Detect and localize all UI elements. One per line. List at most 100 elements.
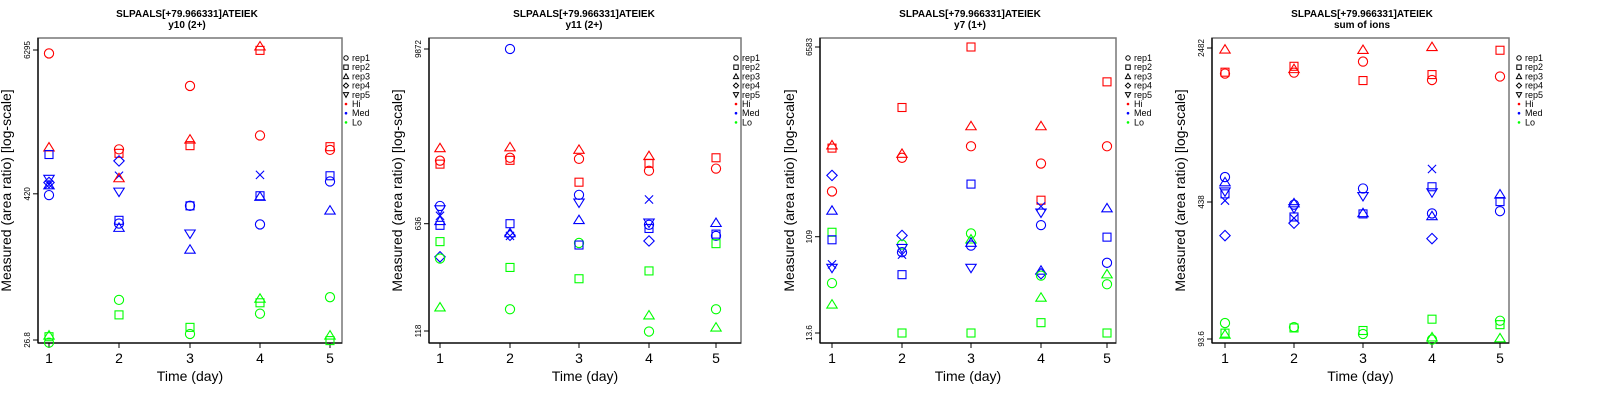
legend-label: Hi <box>1134 99 1143 109</box>
legend-item-lo: Lo <box>734 117 752 127</box>
legend-circle-icon <box>343 55 349 61</box>
data-point-lo-triangle <box>253 292 267 303</box>
data-point-med-triangle-down <box>1425 188 1439 199</box>
data-point-med-triangle-down <box>825 263 839 274</box>
legend-item-hi: Hi <box>1126 99 1143 109</box>
data-point-hi-circle <box>434 155 446 166</box>
data-point-med-diamond <box>113 154 125 167</box>
chart-subtitle: y11 (2+) <box>566 20 603 31</box>
legend-item-rep3: rep3 <box>1515 71 1543 81</box>
legend-triangle-icon <box>732 72 740 80</box>
data-point-lo-circle <box>826 277 838 289</box>
data-point-med-diamond <box>1426 232 1438 245</box>
legend-label: rep3 <box>742 71 760 81</box>
data-point-hi-circle <box>1288 67 1300 78</box>
y-tick-label: 93.6 <box>1197 331 1206 347</box>
legend-label: rep5 <box>1525 90 1543 100</box>
data-point-med-square <box>827 235 837 245</box>
x-tick-label: 2 <box>898 350 906 366</box>
data-point-med-circle <box>43 189 55 201</box>
data-point-med-triangle <box>253 190 267 201</box>
data-point-hi-circle <box>113 144 125 155</box>
legend-item-med: Med <box>344 108 370 118</box>
data-point-hi-triangle <box>253 40 267 51</box>
x-tick-label: 3 <box>967 350 975 366</box>
legend-triangle-icon <box>342 72 350 80</box>
legend-label: Med <box>1525 108 1543 118</box>
data-point-med-x <box>44 180 54 190</box>
data-point-med-circle <box>254 219 266 230</box>
legend-label: rep1 <box>352 53 370 63</box>
legend-item-rep4: rep4 <box>1124 81 1152 91</box>
data-point-med-circle <box>1035 219 1047 231</box>
legend-label: rep3 <box>352 71 370 81</box>
data-point-med-square <box>325 171 335 181</box>
legend-item-hi: Hi <box>734 99 751 109</box>
legend-label: rep4 <box>742 81 760 91</box>
legend-item-rep4: rep4 <box>342 81 370 91</box>
data-point-med-triangle <box>1100 202 1114 213</box>
data-point-med-circle <box>896 247 908 258</box>
data-point-hi-triangle <box>825 139 839 150</box>
data-point-med-square <box>644 223 654 234</box>
legend-item-rep1: rep1 <box>1516 53 1543 63</box>
x-tick-label: 4 <box>256 350 264 366</box>
legend-item-med: Med <box>734 108 760 118</box>
data-point-med-diamond <box>826 169 838 182</box>
data-point-lo-square <box>114 310 124 320</box>
plot-frame <box>1211 37 1510 344</box>
data-point-med-x <box>505 231 515 241</box>
x-tick-label: 2 <box>1290 350 1298 366</box>
legend-label: Med <box>742 108 760 118</box>
legend-label: Hi <box>352 99 361 109</box>
data-point-med-triangle <box>433 215 447 226</box>
data-point-hi-square <box>505 155 515 165</box>
legend-item-rep2: rep2 <box>733 62 760 72</box>
data-point-med-circle <box>1219 171 1231 183</box>
x-tick-label: 5 <box>1496 350 1504 366</box>
data-point-hi-triangle <box>642 150 656 161</box>
data-point-hi-circle <box>504 152 516 163</box>
data-point-hi-square <box>185 141 195 151</box>
legend-item-rep2: rep2 <box>1125 62 1152 72</box>
data-point-med-triangle <box>1034 264 1048 275</box>
legend-dot-icon <box>1126 121 1130 124</box>
legend-label: Lo <box>742 117 752 127</box>
legend-item-med: Med <box>1517 108 1543 118</box>
data-point-med-triangle-down <box>1356 191 1370 202</box>
legend-item-rep5: rep5 <box>342 90 370 100</box>
data-point-med-square <box>966 179 976 189</box>
data-point-lo-square <box>966 328 976 338</box>
data-point-lo-square <box>1289 323 1299 333</box>
data-point-hi-square <box>644 158 654 168</box>
data-points <box>42 40 337 348</box>
data-point-lo-square <box>44 332 54 342</box>
legend-label: Lo <box>352 117 362 127</box>
data-point-lo-circle <box>1426 334 1438 345</box>
y-tick-label: 13.6 <box>805 325 814 341</box>
legend-item-lo: Lo <box>1126 117 1144 127</box>
data-point-med-circle <box>643 219 655 230</box>
data-point-med-circle <box>965 240 977 251</box>
y-tick-label: 636 <box>414 216 423 230</box>
legend-label: rep4 <box>1525 81 1543 91</box>
data-point-med-square <box>1102 232 1112 242</box>
x-tick-label: 3 <box>575 350 583 366</box>
chart-title: SLPAALS[+79.966331]ATEIEK <box>1291 9 1433 20</box>
legend-dot-icon <box>344 111 348 115</box>
chart-title: SLPAALS[+79.966331]ATEIEK <box>116 9 258 20</box>
data-point-lo-circle <box>254 308 266 319</box>
y-axis-label: Measured (area ratio) [log-scale] <box>781 89 797 291</box>
data-point-med-square <box>435 220 445 230</box>
x-axis-label: Time (day) <box>935 368 1001 384</box>
data-point-lo-circle <box>434 253 446 264</box>
data-point-lo-circle <box>965 228 977 239</box>
data-point-lo-circle <box>1219 317 1231 329</box>
data-point-lo-triangle <box>1425 331 1439 342</box>
legend-label: rep1 <box>1525 53 1543 63</box>
